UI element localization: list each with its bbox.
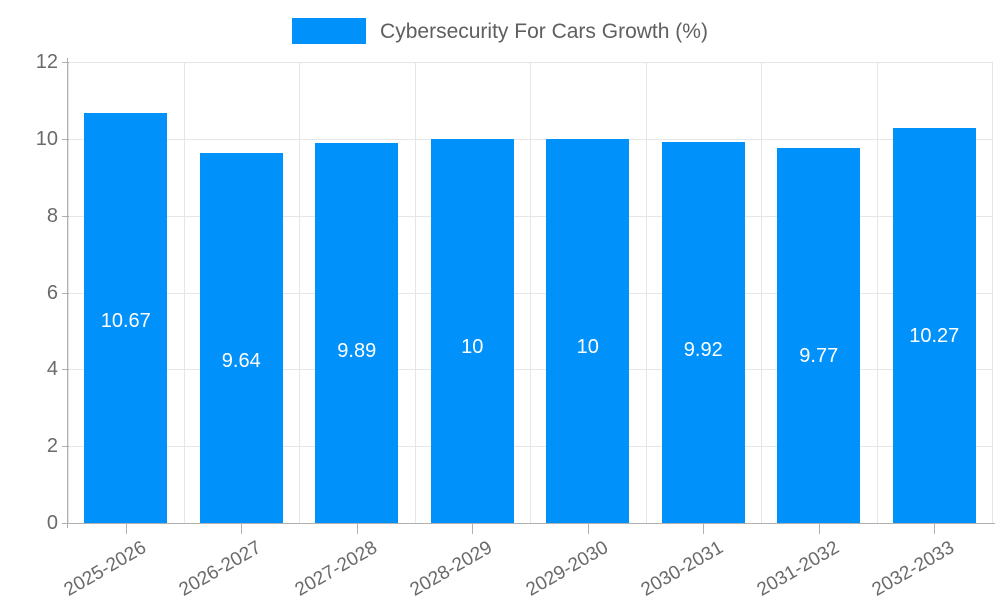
x-axis-tick-label: 2027-2028 xyxy=(291,537,381,601)
gridline-vertical xyxy=(646,62,647,523)
y-axis-tick-mark xyxy=(62,215,69,217)
y-axis-tick-label: 4 xyxy=(46,358,58,381)
x-axis-tick-label: 2026-2027 xyxy=(175,537,266,601)
plot-area: 10.67 9.64 9.89 10 10 9.92 9.77 10.27 xyxy=(68,62,993,524)
y-axis-tick-mark xyxy=(62,62,69,63)
y-axis-tick-label: 8 xyxy=(46,204,58,227)
bar[interactable] xyxy=(315,143,399,523)
bar-value-label: 10.27 xyxy=(909,325,960,348)
x-axis-tick-mark xyxy=(241,523,242,534)
bar[interactable] xyxy=(546,138,630,523)
y-axis-tick-mark xyxy=(62,369,69,371)
y-axis-tick-label: 6 xyxy=(46,281,58,304)
bar[interactable] xyxy=(892,128,976,523)
x-axis-tick-mark xyxy=(934,523,935,534)
legend-color-swatch xyxy=(292,18,367,44)
legend-entry[interactable]: Cybersecurity For Cars Growth (%) xyxy=(292,18,708,44)
bar-value-label: 9.92 xyxy=(683,338,723,361)
y-axis-tick-label: 0 xyxy=(46,512,58,534)
x-axis-tick-label: 2029-2030 xyxy=(522,537,612,601)
x-axis-tick-label: 2031-2032 xyxy=(753,537,843,601)
x-axis-tick-mark xyxy=(357,523,358,534)
x-axis-tick-label: 2025-2026 xyxy=(60,537,150,601)
bar[interactable] xyxy=(199,152,283,523)
x-axis-tick-mark xyxy=(588,523,589,534)
x-axis-tick-label: 2028-2029 xyxy=(406,537,497,601)
bar-value-label: 10 xyxy=(576,335,599,358)
x-axis-tick-mark xyxy=(819,523,820,534)
chart-legend: Cybersecurity For Cars Growth (%) xyxy=(0,10,1000,52)
y-axis-tick-label: 2 xyxy=(46,435,58,458)
x-axis-line xyxy=(62,523,995,524)
gridline-vertical xyxy=(992,62,993,523)
gridline-vertical xyxy=(184,62,185,523)
y-axis-tick-label: 12 xyxy=(35,51,58,73)
x-axis-tick-mark xyxy=(703,523,704,534)
bar-value-label: 9.77 xyxy=(799,344,839,367)
x-axis-tick-label: 2032-2033 xyxy=(868,537,959,601)
bar-value-label: 10 xyxy=(461,335,484,358)
y-axis: 0 2 4 6 8 10 12 xyxy=(0,0,58,600)
gridline-vertical xyxy=(299,62,300,523)
y-axis-tick-mark xyxy=(62,292,69,294)
gridline-vertical xyxy=(530,62,531,523)
x-axis-tick-mark xyxy=(126,523,127,534)
y-axis-tick-label: 10 xyxy=(35,127,58,150)
bar-value-label: 10.67 xyxy=(100,310,151,333)
x-axis-tick-label: 2030-2031 xyxy=(637,537,728,601)
y-axis-tick-mark xyxy=(62,523,69,524)
x-axis-tick-mark xyxy=(472,523,473,534)
gridline-vertical xyxy=(415,62,416,523)
y-axis-tick-mark xyxy=(62,138,69,140)
bar[interactable] xyxy=(777,147,861,523)
gridline-vertical xyxy=(877,62,878,523)
bar[interactable] xyxy=(661,141,745,523)
y-axis-tick-mark xyxy=(62,446,69,448)
bar[interactable] xyxy=(430,138,514,523)
legend-label: Cybersecurity For Cars Growth (%) xyxy=(380,19,708,43)
bar-value-label: 9.64 xyxy=(221,349,261,372)
bar[interactable] xyxy=(84,113,168,523)
bar-value-label: 9.89 xyxy=(337,340,377,363)
gridline-vertical xyxy=(761,62,762,523)
